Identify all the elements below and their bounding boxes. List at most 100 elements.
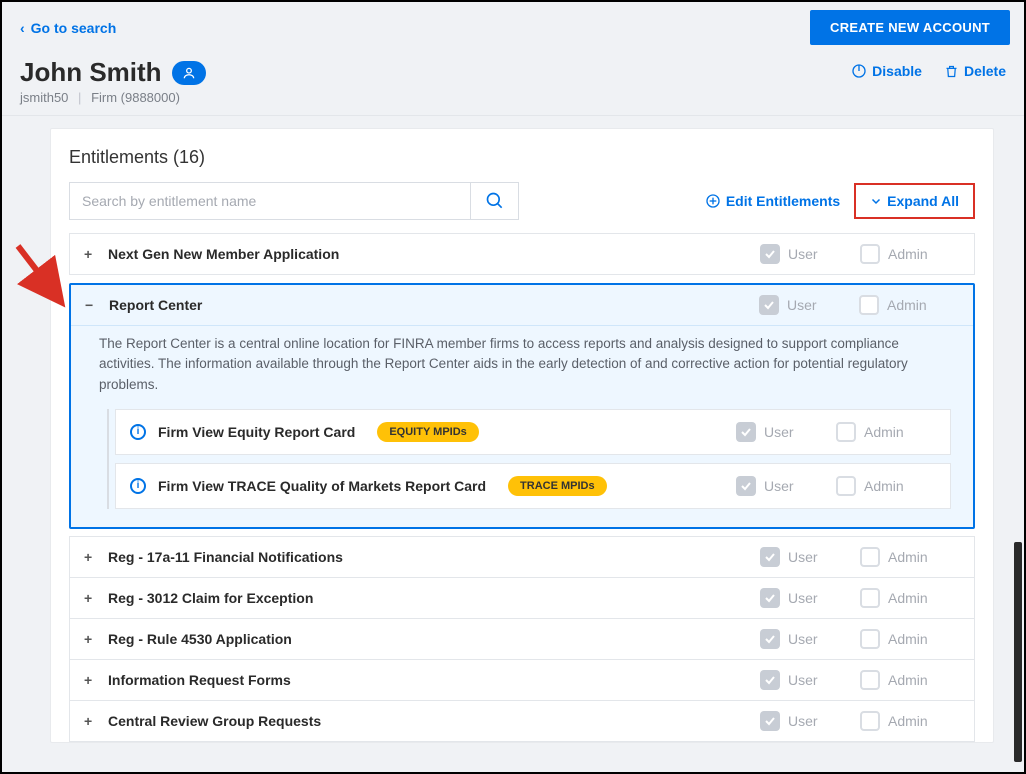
role-admin-label: Admin: [864, 478, 904, 494]
sub-entitlement-title: Firm View TRACE Quality of Markets Repor…: [158, 478, 486, 494]
role-admin-label: Admin: [888, 549, 928, 565]
checkbox-admin[interactable]: [860, 670, 880, 690]
role-admin: Admin: [859, 295, 959, 315]
entitlement-list: + Next Gen New Member Application User A…: [69, 233, 975, 742]
role-admin-label: Admin: [864, 424, 904, 440]
panel-title: Entitlements (16): [69, 147, 975, 168]
role-user-label: User: [788, 549, 818, 565]
entitlements-panel: Entitlements (16) Edit Entitlements Expa…: [50, 128, 994, 743]
go-to-search-label: Go to search: [31, 20, 117, 36]
meta-separator: |: [78, 90, 81, 105]
checkbox-user[interactable]: [760, 711, 780, 731]
sub-entitlement-title: Firm View Equity Report Card: [158, 424, 355, 440]
sub-entitlement-row[interactable]: i Firm View Equity Report Card EQUITY MP…: [115, 409, 951, 455]
search-icon: [485, 191, 505, 211]
checkbox-user[interactable]: [760, 588, 780, 608]
profile-username: jsmith50: [20, 90, 68, 105]
expand-all-label: Expand All: [887, 193, 959, 209]
checkbox-admin[interactable]: [836, 422, 856, 442]
go-to-search-link[interactable]: ‹ Go to search: [20, 20, 116, 36]
checkbox-admin[interactable]: [836, 476, 856, 496]
entitlement-title: Report Center: [109, 297, 202, 313]
checkbox-admin[interactable]: [860, 629, 880, 649]
entitlement-title: Central Review Group Requests: [108, 713, 321, 729]
role-user-label: User: [788, 672, 818, 688]
expand-toggle-icon[interactable]: +: [84, 246, 98, 262]
checkbox-user[interactable]: [760, 547, 780, 567]
role-user-label: User: [788, 590, 818, 606]
checkbox-user[interactable]: [736, 422, 756, 442]
checkbox-admin[interactable]: [860, 244, 880, 264]
entitlement-title: Information Request Forms: [108, 672, 291, 688]
chevron-left-icon: ‹: [20, 20, 25, 36]
expand-toggle-icon[interactable]: +: [84, 631, 98, 647]
power-icon: [851, 63, 867, 79]
top-bar: ‹ Go to search CREATE NEW ACCOUNT: [2, 2, 1024, 51]
create-new-account-button[interactable]: CREATE NEW ACCOUNT: [810, 10, 1010, 45]
panel-toolbar: Edit Entitlements Expand All: [69, 182, 975, 220]
expand-all-button[interactable]: Expand All: [854, 183, 975, 219]
role-user-label: User: [788, 713, 818, 729]
checkbox-user[interactable]: [736, 476, 756, 496]
role-admin-label: Admin: [887, 297, 927, 313]
checkbox-user[interactable]: [760, 629, 780, 649]
role-user-label: User: [764, 478, 794, 494]
profile-info: John Smith jsmith50 | Firm (9888000): [20, 57, 206, 105]
entitlement-row[interactable]: + Information Request Forms User Admin: [69, 659, 975, 701]
disable-label: Disable: [872, 63, 922, 79]
entitlement-title: Reg - 17a-11 Financial Notifications: [108, 549, 343, 565]
profile-firm: Firm (9888000): [91, 90, 180, 105]
entitlement-row[interactable]: + Reg - 17a-11 Financial Notifications U…: [69, 536, 975, 578]
role-admin-label: Admin: [888, 713, 928, 729]
role-user-label: User: [788, 631, 818, 647]
entitlement-row[interactable]: + Reg - 3012 Claim for Exception User Ad…: [69, 577, 975, 619]
role-user-label: User: [787, 297, 817, 313]
mpid-pill: TRACE MPIDs: [508, 476, 607, 496]
checkbox-user[interactable]: [760, 670, 780, 690]
entitlement-title: Reg - 3012 Claim for Exception: [108, 590, 313, 606]
entitlement-row[interactable]: + Next Gen New Member Application User A…: [69, 233, 975, 275]
entitlement-expanded: − Report Center User Admin The Report Ce…: [69, 283, 975, 529]
role-admin-label: Admin: [888, 631, 928, 647]
scrollbar[interactable]: [1014, 542, 1022, 762]
search-input[interactable]: [70, 183, 470, 219]
sub-entitlement-row[interactable]: i Firm View TRACE Quality of Markets Rep…: [115, 463, 951, 509]
role-user: User: [759, 295, 859, 315]
checkbox-user[interactable]: [759, 295, 779, 315]
person-badge-icon: [172, 61, 206, 85]
expand-toggle-icon[interactable]: +: [84, 672, 98, 688]
expand-toggle-icon[interactable]: +: [84, 590, 98, 606]
trash-icon: [944, 64, 959, 79]
checkbox-user[interactable]: [760, 244, 780, 264]
collapse-toggle-icon[interactable]: −: [85, 297, 99, 313]
entitlement-title: Next Gen New Member Application: [108, 246, 339, 262]
role-admin-label: Admin: [888, 246, 928, 262]
expand-toggle-icon[interactable]: +: [84, 549, 98, 565]
role-admin-label: Admin: [888, 590, 928, 606]
disable-button[interactable]: Disable: [851, 63, 922, 79]
edit-entitlements-button[interactable]: Edit Entitlements: [705, 193, 840, 209]
sub-entitlement-list: i Firm View Equity Report Card EQUITY MP…: [107, 409, 951, 509]
checkbox-admin[interactable]: [859, 295, 879, 315]
info-icon[interactable]: i: [130, 424, 146, 440]
checkbox-admin[interactable]: [860, 547, 880, 567]
role-user: User: [736, 422, 836, 442]
role-user: User: [760, 244, 860, 264]
plus-circle-icon: [705, 193, 721, 209]
profile-name: John Smith: [20, 57, 162, 88]
entitlement-title: Reg - Rule 4530 Application: [108, 631, 292, 647]
checkbox-admin[interactable]: [860, 711, 880, 731]
role-user: User: [736, 476, 836, 496]
delete-label: Delete: [964, 63, 1006, 79]
entitlement-row[interactable]: + Central Review Group Requests User Adm…: [69, 700, 975, 742]
info-icon[interactable]: i: [130, 478, 146, 494]
role-admin: Admin: [860, 244, 960, 264]
role-admin: Admin: [836, 476, 936, 496]
entitlement-row[interactable]: + Reg - Rule 4530 Application User Admin: [69, 618, 975, 660]
expand-toggle-icon[interactable]: +: [84, 713, 98, 729]
checkbox-admin[interactable]: [860, 588, 880, 608]
delete-button[interactable]: Delete: [944, 63, 1006, 79]
entitlement-row[interactable]: − Report Center User Admin: [71, 285, 973, 325]
entitlement-description: The Report Center is a central online lo…: [71, 325, 973, 409]
search-button[interactable]: [470, 183, 518, 219]
